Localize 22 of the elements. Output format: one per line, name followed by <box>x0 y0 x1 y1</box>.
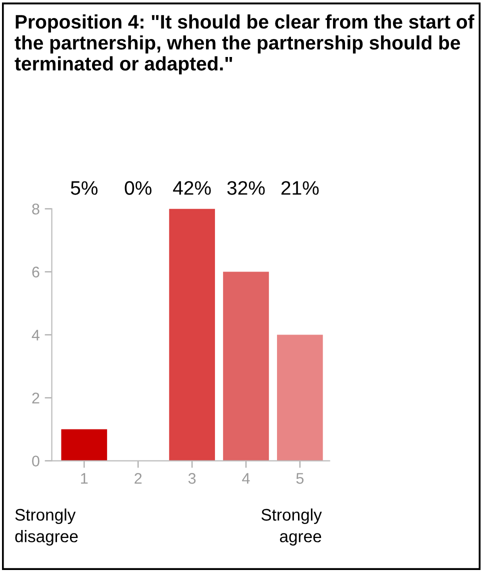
y-tick-label: 0 <box>32 456 40 466</box>
y-tick-label: 6 <box>32 266 40 278</box>
text: 42% <box>173 181 211 195</box>
text: Strongly agree <box>261 508 322 546</box>
x-tick-label: 1 <box>81 473 88 484</box>
text: 0% <box>124 181 152 195</box>
y-tick-label: 2 <box>32 392 40 404</box>
x-tick-label: 2 <box>134 473 142 484</box>
text: 5% <box>70 181 98 195</box>
bar <box>277 334 323 461</box>
bar <box>169 208 215 461</box>
text: 32% <box>227 181 265 195</box>
bar <box>223 272 269 461</box>
x-tick-label: 3 <box>188 473 196 484</box>
bar <box>61 429 108 461</box>
y-tick-label: 4 <box>32 330 40 340</box>
y-tick-label: 8 <box>32 204 40 214</box>
text: 21% <box>281 181 319 195</box>
text: Strongly disagree <box>15 508 78 546</box>
x-tick-label: 4 <box>242 473 250 484</box>
x-tick-label: 5 <box>296 473 304 484</box>
chart-title: Proposition 4: "It should be clear from the start of the partnership, when the partnership should be terminated or adapted." <box>14 14 474 74</box>
